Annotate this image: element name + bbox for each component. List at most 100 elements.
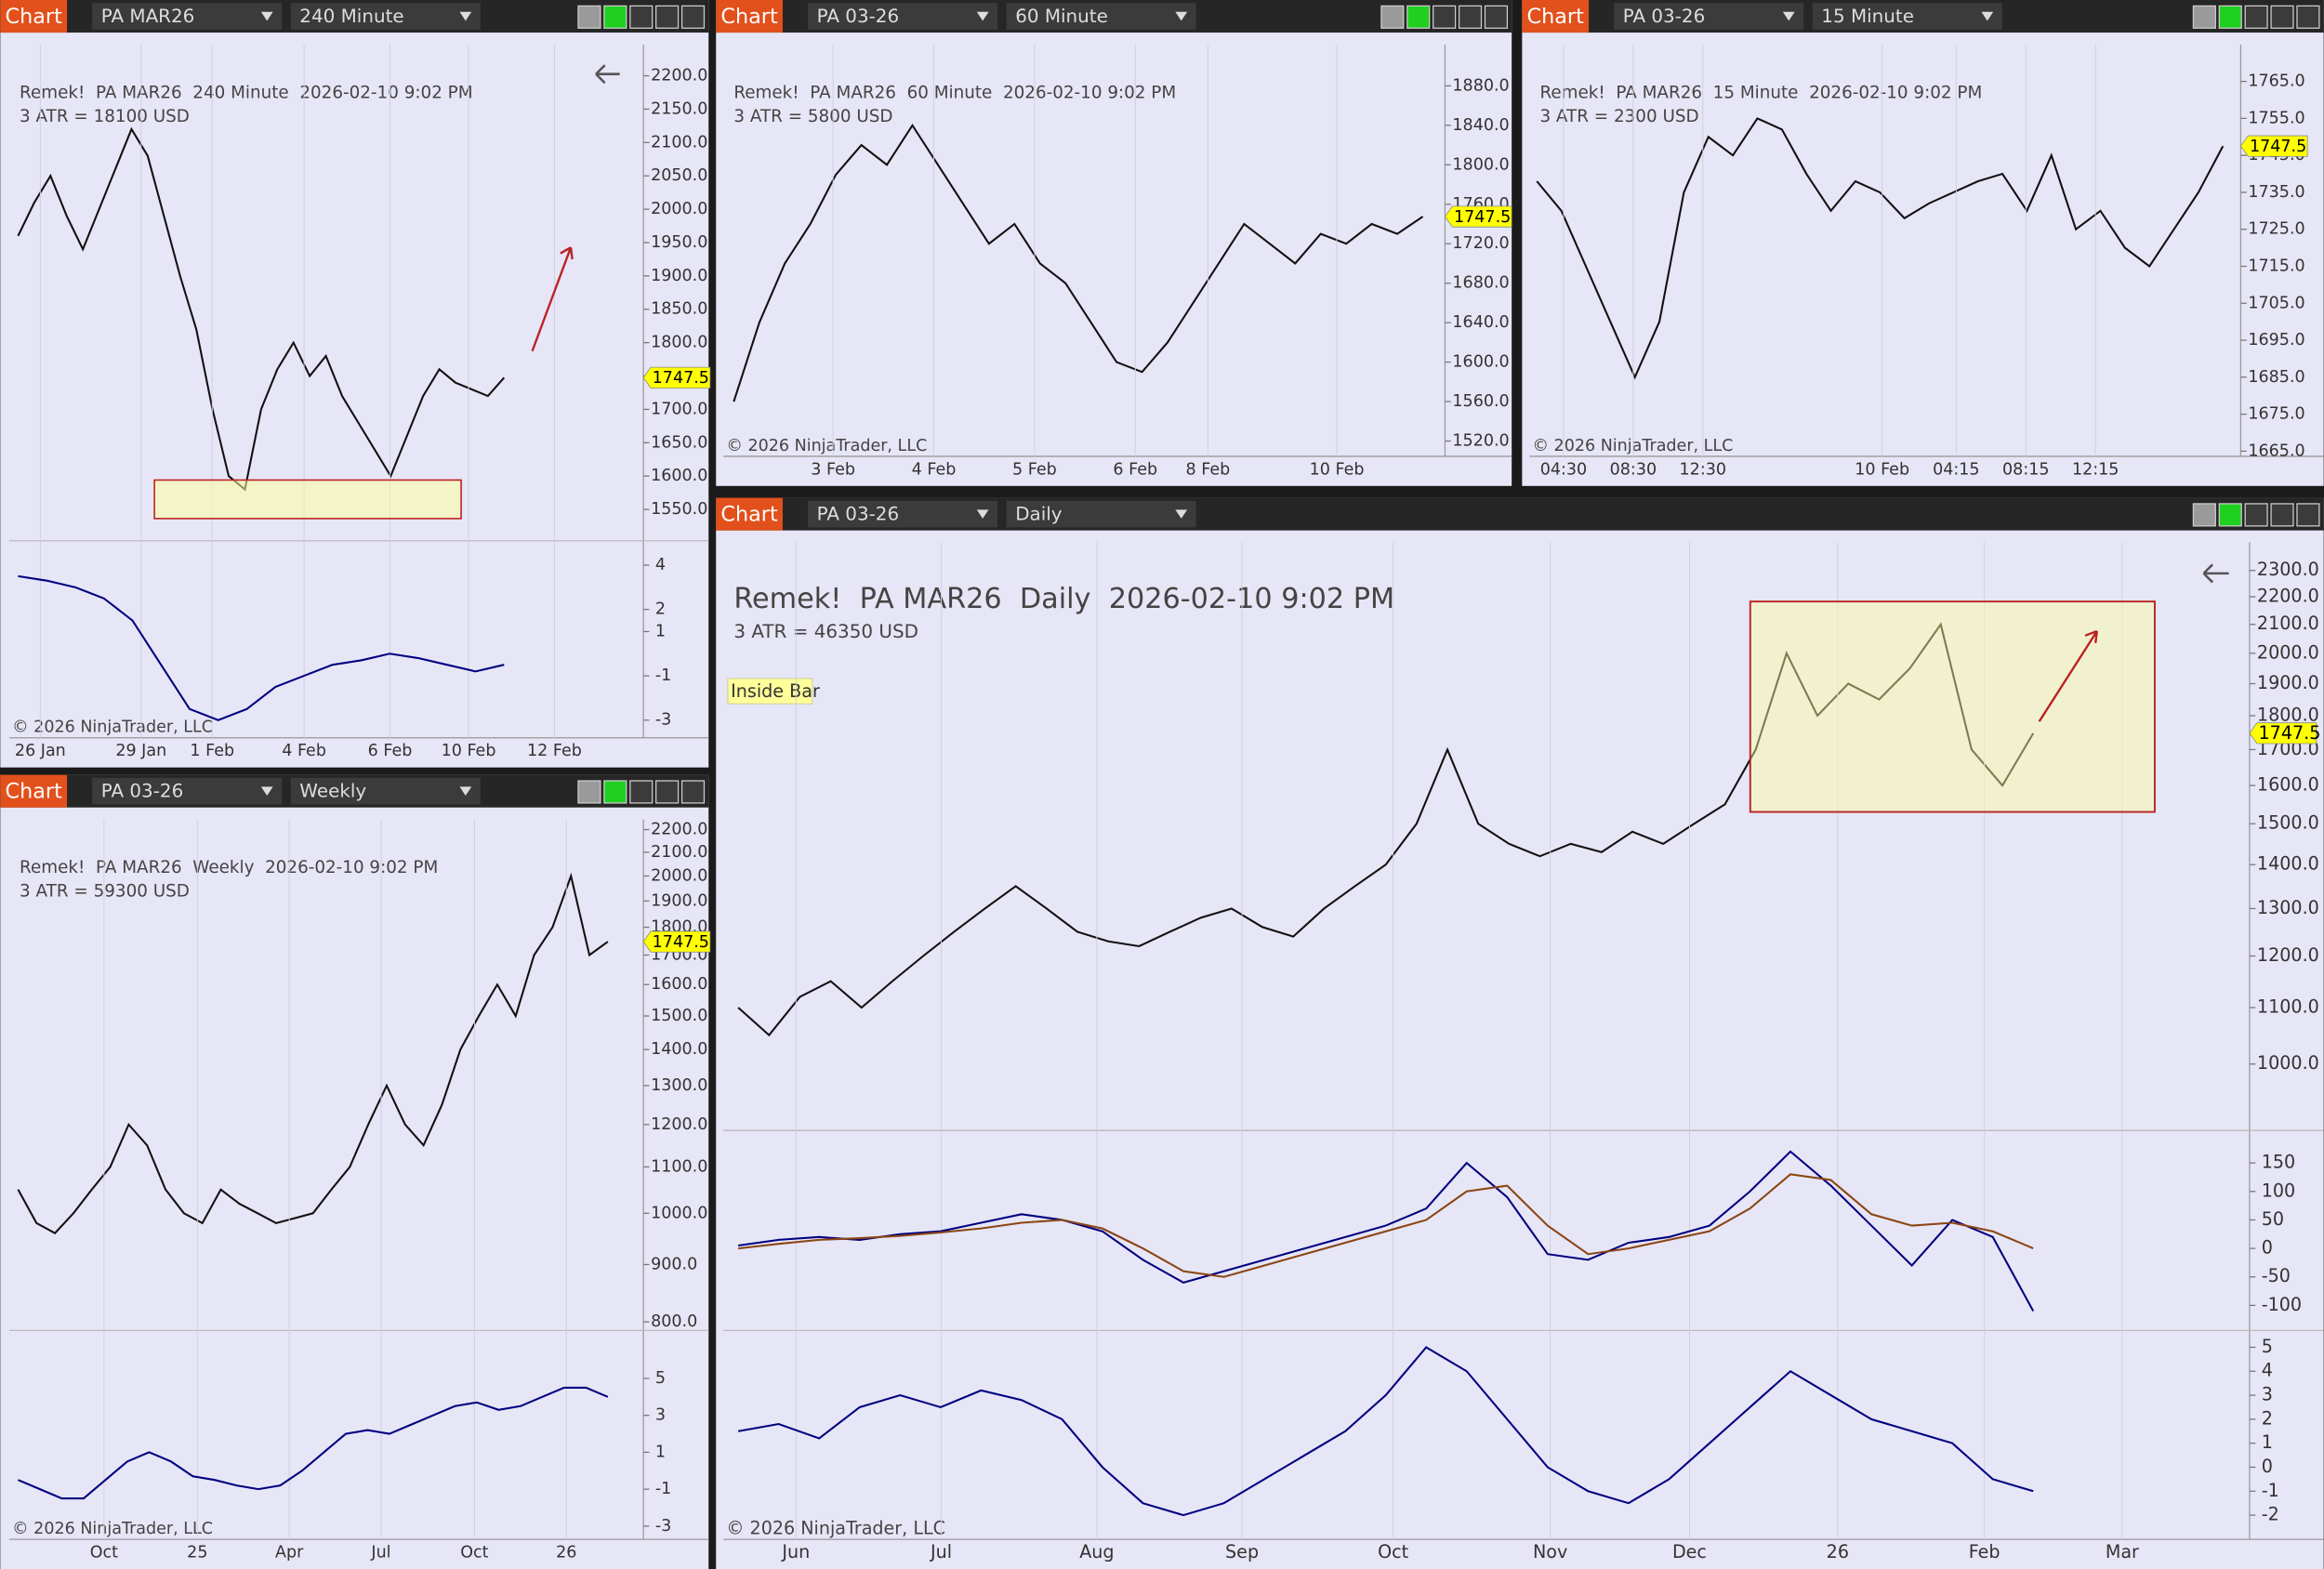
- window-button[interactable]: [2270, 503, 2294, 527]
- window-button[interactable]: [577, 5, 601, 29]
- time-label: Mar: [2106, 1541, 2139, 1562]
- price-tick-label: 1400.0: [651, 1040, 707, 1059]
- last-price-tag: [1444, 205, 1512, 228]
- last-price-label: 1747.5: [653, 933, 709, 952]
- indicator-tick-label: 4: [2262, 1360, 2273, 1381]
- indicator-tick-label: 2: [2262, 1407, 2273, 1429]
- atr-label: 3 ATR = 18100 USD: [20, 107, 190, 126]
- window-button[interactable]: [680, 5, 706, 29]
- interval-dropdown-text: Weekly: [299, 780, 366, 801]
- indicator-tick-label: 4: [655, 556, 666, 574]
- chart-tab[interactable]: [0, 774, 68, 808]
- chart-window: [1522, 0, 2324, 486]
- instrument-dropdown[interactable]: [92, 3, 283, 30]
- instrument-dropdown[interactable]: [92, 777, 283, 805]
- indicator-tick-label: -1: [2262, 1480, 2279, 1501]
- copyright: © 2026 NinjaTrader, LLC: [726, 437, 927, 455]
- window-button[interactable]: [1458, 5, 1483, 29]
- time-label: Sep: [1225, 1541, 1259, 1562]
- price-line: [733, 123, 1424, 402]
- price-tick-label: 1725.0: [2248, 220, 2304, 239]
- last-price-label: 1747.5: [1454, 208, 1511, 227]
- time-label: 4 Feb: [282, 742, 326, 760]
- time-label: 10 Feb: [1310, 460, 1365, 479]
- interval-dropdown[interactable]: [290, 3, 481, 30]
- instrument-dropdown-text: PA 03-26: [817, 503, 900, 524]
- window-button[interactable]: [603, 780, 627, 804]
- window-button[interactable]: [2296, 503, 2320, 527]
- window-button[interactable]: [2192, 503, 2216, 527]
- last-price-label: 1747.5: [2259, 722, 2321, 744]
- tab-label: Chart: [6, 779, 63, 803]
- price-tick-label: 1600.0: [1452, 353, 1509, 372]
- instrument-dropdown[interactable]: [1614, 3, 1804, 30]
- window-button[interactable]: [680, 780, 706, 804]
- price-tick-label: 1680.0: [1452, 274, 1509, 293]
- window-button[interactable]: [629, 780, 654, 804]
- window-button[interactable]: [2244, 503, 2268, 527]
- instrument-dropdown[interactable]: [808, 3, 998, 30]
- price-tick-label: 1500.0: [651, 1007, 707, 1025]
- window-button[interactable]: [603, 5, 627, 29]
- indicator-line: [738, 1173, 2034, 1278]
- time-label: Aug: [1079, 1541, 1114, 1562]
- trend-arrow: [531, 246, 574, 352]
- price-tick-label: 1695.0: [2248, 331, 2304, 349]
- interval-dropdown[interactable]: [290, 777, 481, 805]
- chart-tab[interactable]: [1522, 0, 1590, 33]
- window-button[interactable]: [1484, 5, 1509, 29]
- chart-tab[interactable]: [0, 0, 68, 33]
- price-tick-label: 2000.0: [2257, 641, 2319, 663]
- window-button[interactable]: [1380, 5, 1405, 29]
- back-arrow: [2202, 563, 2229, 584]
- time-label: Jul: [370, 1543, 390, 1562]
- indicator-tick-label: 1: [655, 1443, 666, 1461]
- window-button[interactable]: [2270, 5, 2294, 29]
- window-button[interactable]: [2192, 5, 2216, 29]
- dropdown-caret: [459, 11, 472, 21]
- price-tick-label: 1200.0: [651, 1115, 707, 1134]
- indicator-tick-label: -1: [655, 666, 671, 685]
- time-label: Jul: [930, 1541, 952, 1562]
- price-tick-label: 1685.0: [2248, 368, 2304, 387]
- interval-dropdown[interactable]: [1006, 3, 1196, 30]
- price-tick-label: 1705.0: [2248, 294, 2304, 312]
- price-tick-label: 2200.0: [2257, 586, 2319, 607]
- instrument-dropdown[interactable]: [808, 500, 998, 528]
- trend-arrow: [2038, 629, 2098, 722]
- window-button[interactable]: [655, 5, 680, 29]
- interval-dropdown[interactable]: [1812, 3, 2002, 30]
- window-button[interactable]: [2296, 5, 2320, 29]
- window-button[interactable]: [2218, 5, 2242, 29]
- price-tick-label: 1550.0: [651, 500, 707, 519]
- price-tick-label: 2000.0: [651, 866, 707, 885]
- time-label: Nov: [1533, 1541, 1567, 1562]
- window-button[interactable]: [2218, 503, 2242, 527]
- last-price-tag: [642, 930, 711, 953]
- time-label: 12 Feb: [527, 742, 582, 760]
- indicator-tick-label: 0: [2262, 1456, 2273, 1477]
- interval-dropdown-text: 60 Minute: [1015, 6, 1108, 27]
- price-tick-label: 2050.0: [651, 166, 707, 185]
- window-button[interactable]: [629, 5, 654, 29]
- price-tick-label: 2200.0: [651, 821, 707, 839]
- chart-tab[interactable]: [716, 497, 783, 531]
- time-label: 3 Feb: [811, 460, 855, 479]
- price-tick-label: 1900.0: [2257, 672, 2319, 693]
- chart-title: Remek! PA MAR26 Weekly 2026-02-10 9:02 P…: [20, 858, 438, 877]
- window-button[interactable]: [1406, 5, 1431, 29]
- time-label: 6 Feb: [368, 742, 413, 760]
- window-button[interactable]: [2244, 5, 2268, 29]
- atr-label: 3 ATR = 2300 USD: [1539, 107, 1698, 126]
- time-label: 5 Feb: [1012, 460, 1057, 479]
- window-button[interactable]: [1433, 5, 1457, 29]
- indicator-tick-label: 100: [2262, 1180, 2295, 1201]
- copyright: © 2026 NinjaTrader, LLC: [12, 719, 213, 737]
- time-label: Oct: [460, 1543, 488, 1562]
- dropdown-caret: [976, 11, 989, 21]
- time-label: 26 Jan: [15, 742, 66, 760]
- window-button[interactable]: [655, 780, 680, 804]
- chart-tab[interactable]: [716, 0, 783, 33]
- interval-dropdown[interactable]: [1006, 500, 1196, 528]
- window-button[interactable]: [577, 780, 601, 804]
